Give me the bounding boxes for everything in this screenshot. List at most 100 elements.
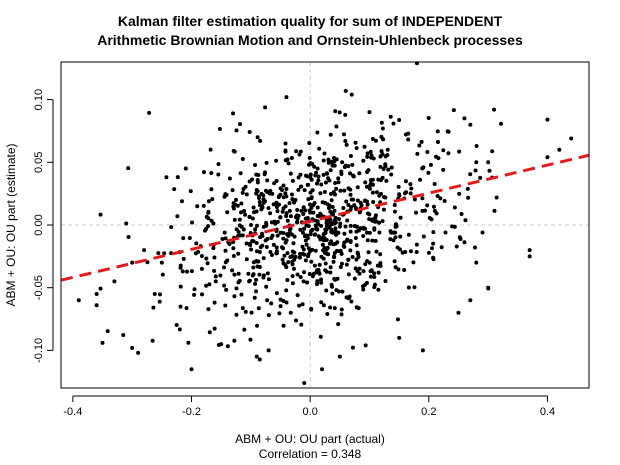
scatter-point <box>355 185 360 190</box>
scatter-point <box>348 192 353 197</box>
scatter-point <box>320 242 325 247</box>
scatter-point <box>435 139 440 144</box>
scatter-point <box>258 138 263 143</box>
scatter-point <box>254 209 259 214</box>
scatter-point <box>179 199 184 204</box>
scatter-point <box>356 228 361 233</box>
scatter-point <box>392 209 397 214</box>
scatter-point <box>333 192 338 197</box>
scatter-point <box>112 279 117 284</box>
scatter-point <box>264 245 269 249</box>
scatter-point <box>328 265 333 270</box>
scatter-point <box>178 284 183 289</box>
scatter-point <box>391 121 396 126</box>
scatter-point <box>274 291 279 296</box>
scatter-point <box>321 303 326 308</box>
scatter-point <box>313 232 318 237</box>
scatter-point <box>251 205 256 210</box>
scatter-point <box>249 310 254 315</box>
scatter-point <box>336 180 341 185</box>
scatter-point <box>348 153 353 158</box>
scatter-point <box>284 95 289 100</box>
scatter-point <box>220 236 225 241</box>
scatter-point <box>468 298 473 303</box>
scatter-point <box>369 268 374 273</box>
scatter-point <box>374 190 379 195</box>
scatter-point <box>295 272 300 277</box>
scatter-point <box>317 146 322 151</box>
scatter-point <box>325 245 330 250</box>
scatter-point <box>277 311 282 316</box>
scatter-point <box>98 212 103 217</box>
scatter-point <box>421 234 426 239</box>
scatter-point <box>236 280 241 285</box>
scatter-point <box>240 306 245 311</box>
scatter-point <box>343 138 348 143</box>
scatter-point <box>340 289 345 294</box>
scatter-point <box>408 182 413 187</box>
scatter-point <box>487 168 492 173</box>
scatter-point <box>420 348 425 353</box>
regression-line <box>60 153 590 282</box>
scatter-point <box>234 128 239 133</box>
scatter-point <box>330 291 335 296</box>
scatter-point <box>527 248 532 253</box>
scatter-point <box>321 256 326 261</box>
scatter-point <box>281 261 286 266</box>
scatter-point <box>257 272 262 277</box>
scatter-point <box>310 227 315 232</box>
scatter-point <box>371 156 376 161</box>
scatter-point <box>367 110 372 115</box>
scatter-point <box>264 160 269 165</box>
scatter-point <box>478 175 483 180</box>
scatter-point <box>324 220 329 225</box>
scatter-point <box>261 256 266 261</box>
scatter-point <box>328 168 333 173</box>
scatter-point <box>372 274 377 279</box>
scatter-point <box>283 148 288 153</box>
scatter-point <box>350 345 355 350</box>
scatter-point <box>204 214 209 219</box>
scatter-point <box>206 199 211 204</box>
scatter-point <box>243 309 248 314</box>
scatter-point <box>451 108 456 113</box>
scatter-point <box>264 222 269 227</box>
scatter-point <box>260 205 265 210</box>
scatter-point <box>287 208 292 213</box>
scatter-point <box>105 329 110 334</box>
scatter-point <box>291 198 296 203</box>
scatter-point <box>329 211 334 216</box>
scatter-point <box>312 201 317 206</box>
scatter-point <box>403 179 408 184</box>
scatter-point <box>298 184 303 189</box>
scatter-point <box>452 224 457 229</box>
scatter-point <box>270 191 275 196</box>
y-tick-label: 0.00 <box>33 214 45 235</box>
scatter-point <box>370 238 375 243</box>
scatter-point <box>332 306 337 311</box>
scatter-point <box>248 337 253 342</box>
scatter-point <box>236 271 241 276</box>
scatter-point <box>388 237 393 242</box>
scatter-point <box>388 229 393 234</box>
scatter-point <box>94 303 99 308</box>
scatter-point <box>357 171 362 176</box>
scatter-point <box>240 157 245 162</box>
scatter-point <box>224 287 229 292</box>
scatter-point <box>380 126 385 131</box>
scatter-point <box>287 228 292 233</box>
scatter-point <box>281 323 286 328</box>
scatter-point <box>278 304 283 309</box>
scatter-point <box>236 233 241 238</box>
scatter-point <box>284 186 289 191</box>
scatter-point <box>457 149 462 154</box>
scatter-point <box>418 177 423 182</box>
scatter-point <box>243 212 248 217</box>
scatter-point <box>130 260 135 265</box>
scatter-point <box>330 163 335 168</box>
scatter-point <box>309 259 314 264</box>
scatter-point <box>269 301 274 306</box>
scatter-point <box>372 271 377 276</box>
scatter-point <box>278 215 283 220</box>
scatter-point <box>295 219 300 224</box>
